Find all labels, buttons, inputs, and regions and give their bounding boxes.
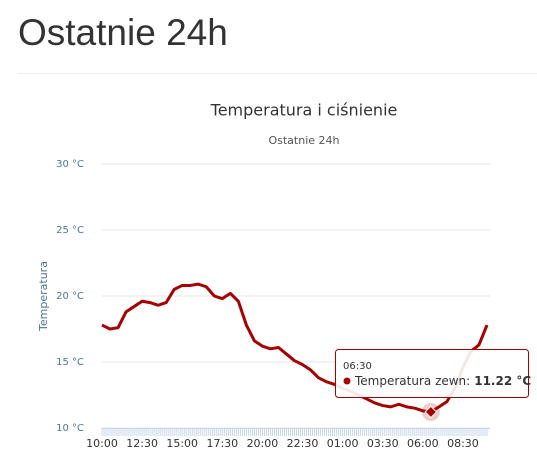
chart-title: Temperatura i ciśnienie: [210, 101, 398, 120]
data-line: [101, 282, 489, 414]
tooltip-text: Temperatura zewn: 11.22 °C: [354, 374, 531, 388]
page-title: Ostatnie 24h: [18, 12, 228, 53]
x-tick-label: 15:00: [166, 437, 198, 450]
tooltip-x: 06:30: [343, 361, 372, 372]
divider: [18, 73, 537, 74]
tooltip-value: 11.22 °C: [474, 374, 531, 388]
chart-subtitle: Ostatnie 24h: [268, 134, 339, 147]
y-tick-label: 15 °C: [56, 357, 84, 368]
x-tick-label: 03:30: [367, 437, 399, 450]
hover-marker: [424, 405, 438, 419]
x-tick-label: 12:30: [126, 437, 158, 450]
y-tick-label: 30 °C: [56, 159, 84, 170]
x-tick-label: 01:00: [327, 437, 359, 450]
y-tick-label: 20 °C: [56, 291, 84, 302]
x-tick-label: 10:00: [86, 437, 118, 450]
y-tick-label: 10 °C: [56, 423, 84, 434]
x-tick-label: 08:30: [447, 437, 479, 450]
tooltip-box: [335, 349, 529, 398]
tooltip-series: Temperatura zewn:: [354, 374, 470, 388]
y-axis-label: Temperatura: [37, 261, 50, 332]
tooltip: 06:30 Temperatura zewn: 11.22 °C: [335, 349, 531, 398]
x-tick-label: 20:00: [247, 437, 279, 450]
x-tick-label: 06:00: [407, 437, 439, 450]
y-tick-label: 25 °C: [56, 225, 84, 236]
x-tick-label: 22:30: [287, 437, 319, 450]
x-tick-label: 17:30: [206, 437, 238, 450]
tooltip-dot: [343, 377, 351, 385]
